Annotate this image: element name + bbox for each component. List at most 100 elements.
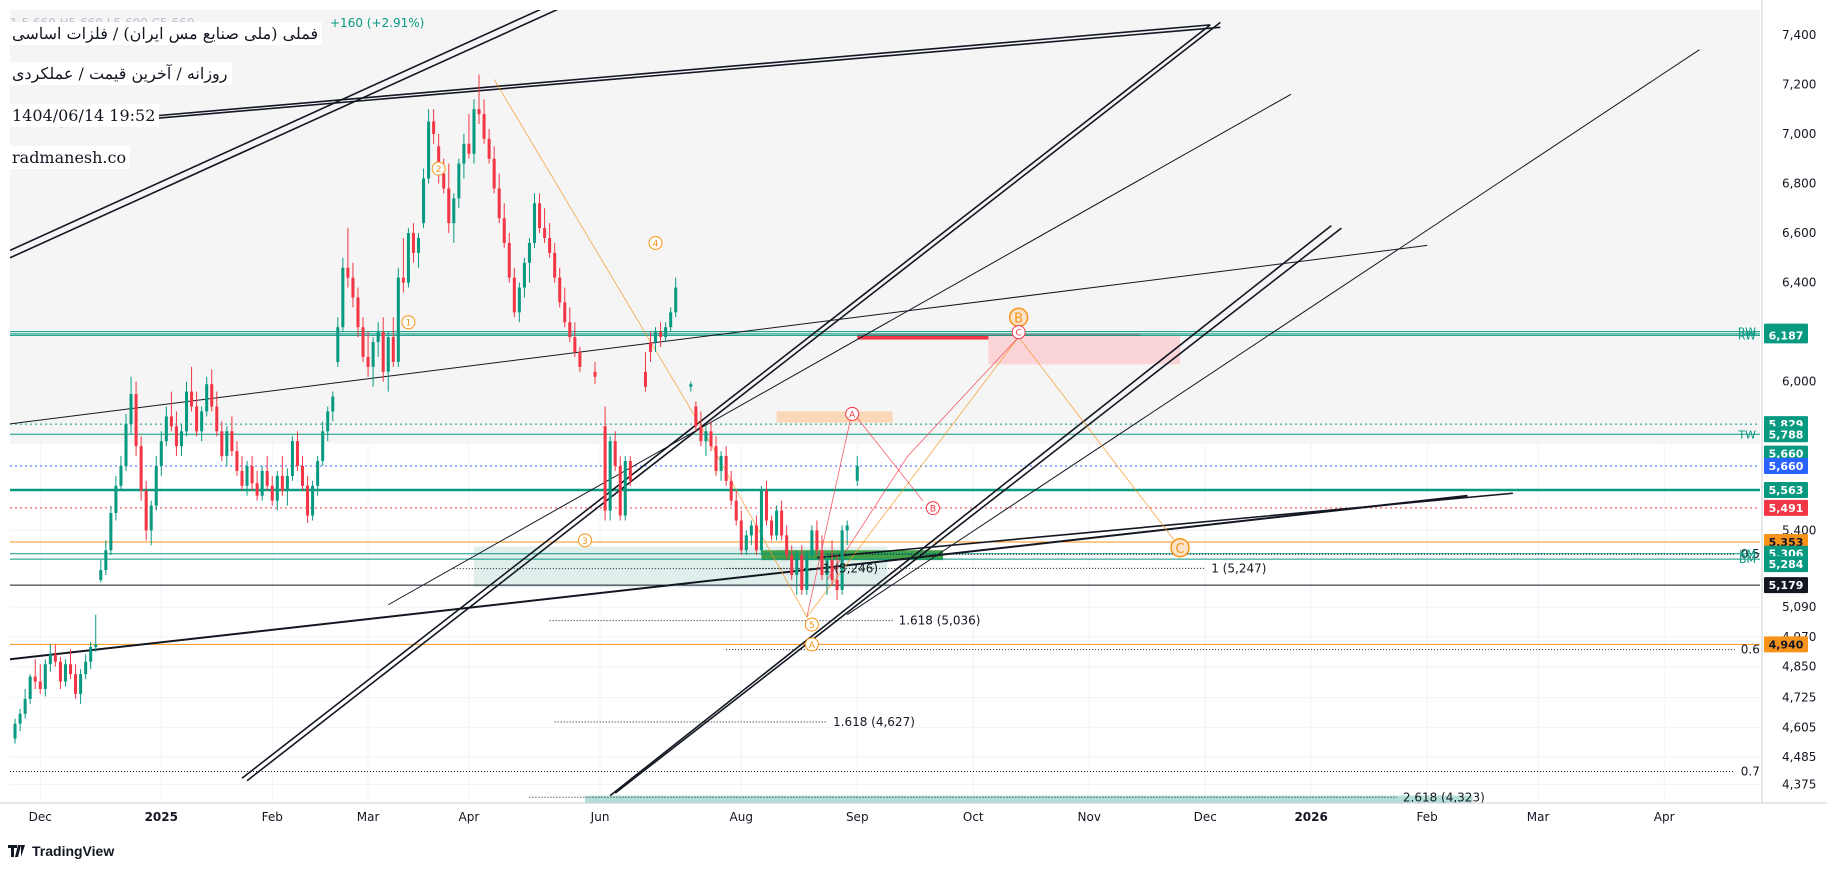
candle xyxy=(689,381,693,392)
price-axis-label-text: 5,788 xyxy=(1769,428,1804,441)
candle xyxy=(754,515,758,556)
candle xyxy=(371,337,375,387)
candle-body xyxy=(447,188,451,224)
candle-body xyxy=(538,203,542,229)
candle xyxy=(623,456,627,521)
wave-label-circle xyxy=(804,637,819,652)
candle-body xyxy=(457,163,461,199)
candle xyxy=(210,369,214,412)
candle-body xyxy=(149,505,153,531)
candle xyxy=(618,456,622,521)
candle xyxy=(538,193,542,234)
candle-body xyxy=(321,431,325,462)
candle-body xyxy=(618,465,622,516)
candle-body xyxy=(306,485,310,516)
candle-body xyxy=(119,465,123,486)
candle-body xyxy=(422,178,426,224)
price-axis-label-bg xyxy=(1764,445,1808,462)
candle-body xyxy=(674,287,678,313)
candle xyxy=(699,411,703,447)
candle-body xyxy=(507,242,511,278)
price-axis-label: 4,940 xyxy=(1764,636,1808,653)
candle-body xyxy=(749,525,753,536)
candle-body xyxy=(810,530,814,556)
candle xyxy=(643,351,647,392)
website-label: radmanesh.co xyxy=(8,146,131,169)
wave-label: 3 xyxy=(577,533,592,548)
candle-body xyxy=(764,490,768,521)
candle-body xyxy=(139,446,143,491)
candle-body xyxy=(23,698,27,714)
candle xyxy=(28,674,32,704)
candle xyxy=(99,560,103,583)
candle-body xyxy=(245,465,249,486)
price-tick-label: 7,200 xyxy=(1782,77,1816,91)
candle xyxy=(613,431,617,471)
fib-level-label: 0.5 (5,297) xyxy=(1741,547,1808,561)
candle-body xyxy=(553,252,557,278)
candle-body xyxy=(290,441,294,476)
candle xyxy=(376,322,380,357)
candle xyxy=(134,381,138,457)
candle xyxy=(749,520,753,546)
time-tick-label: Sep xyxy=(846,810,869,824)
candle xyxy=(694,401,698,432)
price-change: +160 (+2.91%) xyxy=(330,16,425,30)
tradingview-brand[interactable]: TradingView xyxy=(8,843,114,859)
wave-label: A xyxy=(845,406,860,421)
candle-body xyxy=(452,198,456,224)
candle-body xyxy=(406,233,410,283)
candle-body xyxy=(775,510,779,536)
candle-body xyxy=(548,237,552,253)
candle-body xyxy=(578,351,582,367)
candle-body xyxy=(558,277,562,303)
wave-label-text: B xyxy=(930,505,936,515)
candle xyxy=(759,485,763,556)
candle xyxy=(356,287,360,338)
candle xyxy=(265,456,269,491)
candle xyxy=(260,465,264,501)
candle xyxy=(366,332,370,377)
candle-body xyxy=(159,441,163,466)
candle-body xyxy=(311,485,315,516)
price-tick-label: 5,400 xyxy=(1782,523,1816,537)
candle-body xyxy=(512,277,516,313)
price-tick-label: 6,800 xyxy=(1782,176,1816,190)
candle xyxy=(406,228,410,288)
price-axis-label-text: 5,563 xyxy=(1769,484,1804,497)
candle-body xyxy=(174,426,178,447)
candle xyxy=(825,555,829,595)
candle-body xyxy=(855,465,859,481)
candle xyxy=(124,413,128,471)
price-tick-label: 4,605 xyxy=(1782,720,1816,734)
wave-label-text: 1 xyxy=(406,319,412,329)
highlight-zone xyxy=(776,411,893,423)
candle-body xyxy=(230,431,234,452)
candle xyxy=(164,406,168,447)
candle-body xyxy=(341,267,345,328)
candle-body xyxy=(164,416,168,442)
candle-body xyxy=(800,555,804,590)
candle xyxy=(532,193,537,248)
candle xyxy=(53,644,57,667)
level-tag: BM xyxy=(1739,553,1756,566)
candle xyxy=(411,223,415,263)
candle xyxy=(790,545,794,580)
candle xyxy=(139,436,143,501)
candle-body xyxy=(346,267,350,278)
candle xyxy=(714,436,718,476)
candle-body xyxy=(770,520,774,536)
trend-line xyxy=(60,24,1211,125)
candle-body xyxy=(94,644,98,647)
candle-body xyxy=(522,262,526,288)
candle-body xyxy=(543,228,547,238)
candle xyxy=(240,456,244,491)
brand-label: TradingView xyxy=(32,843,115,859)
candle xyxy=(316,456,320,496)
wave-label: C xyxy=(1011,325,1026,340)
candle-body xyxy=(225,431,229,457)
candle xyxy=(785,525,789,561)
candle-body xyxy=(754,525,758,551)
candle-body xyxy=(386,337,390,372)
